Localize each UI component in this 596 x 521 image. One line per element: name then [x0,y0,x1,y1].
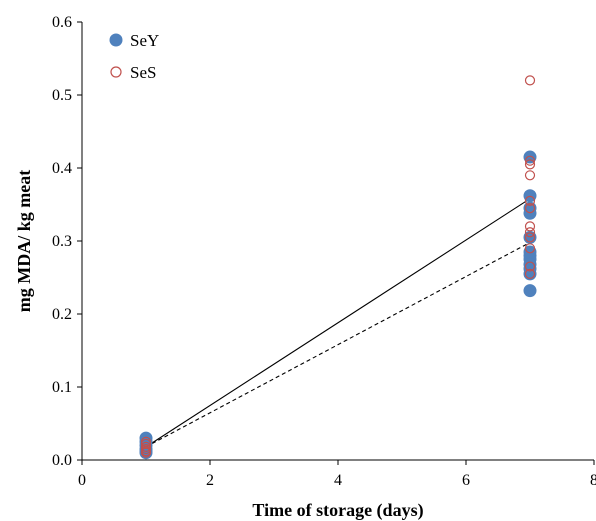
data-point-ses [524,159,536,170]
data-point-sey [523,189,537,203]
legend: SeY SeS [109,31,159,82]
trendline-ses [145,241,531,448]
legend-marker-sey [109,33,123,47]
data-point-ses [524,221,536,232]
data-point-sey [523,284,537,298]
data-point-ses [524,261,536,272]
legend-label-ses: SeS [130,63,156,82]
trendline-sey [145,198,531,448]
data-point-ses [524,75,536,86]
data-point-ses [524,170,536,181]
points-layer [139,75,537,460]
data-point-sey [523,206,537,220]
data-point-ses [524,203,536,214]
y-tick-label: 0.5 [52,87,72,104]
legend-label-sey: SeY [130,31,159,50]
data-point-sey [523,150,537,164]
trendline-layer [145,198,531,448]
data-point-ses [524,232,536,243]
data-point-ses [524,227,536,238]
data-point-ses [524,155,536,166]
y-tick-label: 0.2 [52,306,72,323]
x-tick-label: 8 [590,472,596,489]
axes-layer: 0.0 0.1 0.2 0.3 0.4 0.5 0.6 0 2 4 6 8 Time of storag… [14,14,596,521]
x-tick-label: 4 [334,472,342,489]
y-tick-label: 0.1 [52,379,72,396]
y-tick-label: 0.0 [52,452,72,469]
y-tick-label: 0.3 [52,233,72,250]
y-axis-title: mg MDA/ kg meat [14,170,34,312]
data-point-ses [524,268,536,279]
data-point-ses [524,195,536,206]
x-tick-label: 6 [462,472,470,489]
data-point-ses [524,243,536,254]
x-axis-title: Time of storage (days) [252,500,423,521]
y-tick-label: 0.4 [52,160,72,177]
x-tick-label: 2 [206,472,214,489]
data-point-ses [140,447,152,458]
y-tick-label: 0.6 [52,14,72,31]
legend-marker-ses [110,66,122,78]
x-tick-label: 0 [78,472,86,489]
